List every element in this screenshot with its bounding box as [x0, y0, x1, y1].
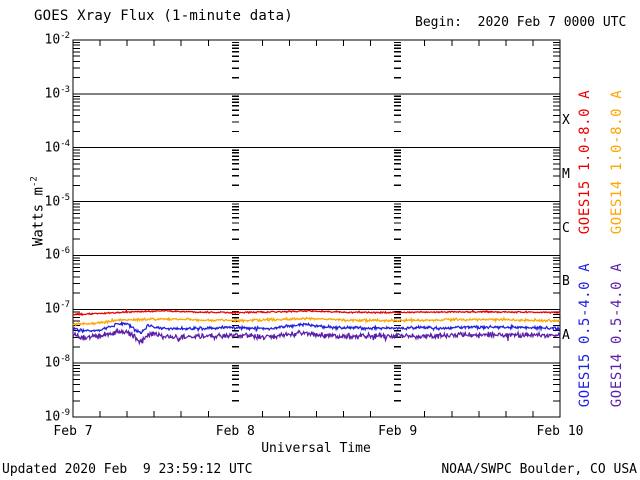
y-tick-label: 10-5 — [44, 192, 70, 209]
flare-class-label-b: B — [562, 274, 570, 290]
legend-goes15-long: GOES15 1.0-8.0 A — [577, 89, 593, 235]
flare-class-label-x: X — [562, 112, 570, 128]
flare-class-label-m: M — [562, 166, 570, 182]
flux-line-goes15-0-5-4-0-a — [72, 320, 561, 335]
flux-line-goes15-1-0-8-0-a — [72, 308, 561, 317]
y-tick-label: 10-9 — [44, 408, 70, 425]
x-tick-label: Feb 8 — [215, 424, 255, 439]
flare-class-label-c: C — [562, 220, 570, 236]
plot-border — [72, 39, 561, 418]
updated-timestamp: Updated 2020 Feb 9 23:59:12 UTC — [2, 462, 253, 477]
x-axis-title: Universal Time — [261, 441, 371, 456]
y-tick-label: 10-6 — [44, 246, 70, 263]
y-tick-label: 10-3 — [44, 84, 70, 102]
begin-time-label: Begin: 2020 Feb 7 0000 UTC — [415, 15, 627, 30]
y-axis-title-exponent: -2 — [29, 176, 40, 188]
y-tick-label: 10-4 — [44, 138, 70, 156]
flare-class-label-a: A — [562, 328, 570, 344]
x-tick-label: Feb 7 — [53, 424, 93, 439]
legend-goes15-short: GOES15 0.5-4.0 A — [577, 262, 593, 408]
y-tick-label: 10-8 — [44, 354, 70, 371]
flux-line-goes14-0-5-4-0-a — [72, 327, 561, 346]
y-tick-label: 10-2 — [44, 31, 70, 48]
x-tick-label: Feb 9 — [378, 424, 418, 439]
source-credit: NOAA/SWPC Boulder, CO USA — [441, 462, 637, 477]
x-tick-label: Feb 10 — [536, 424, 584, 439]
chart-title: GOES Xray Flux (1-minute data) — [34, 8, 293, 24]
legend-goes14-short: GOES14 0.5-4.0 A — [609, 262, 625, 408]
flux-line-goes14-1-0-8-0-a — [72, 316, 561, 328]
legend-goes14-long: GOES14 1.0-8.0 A — [609, 89, 625, 235]
y-tick-label: 10-7 — [44, 300, 70, 317]
